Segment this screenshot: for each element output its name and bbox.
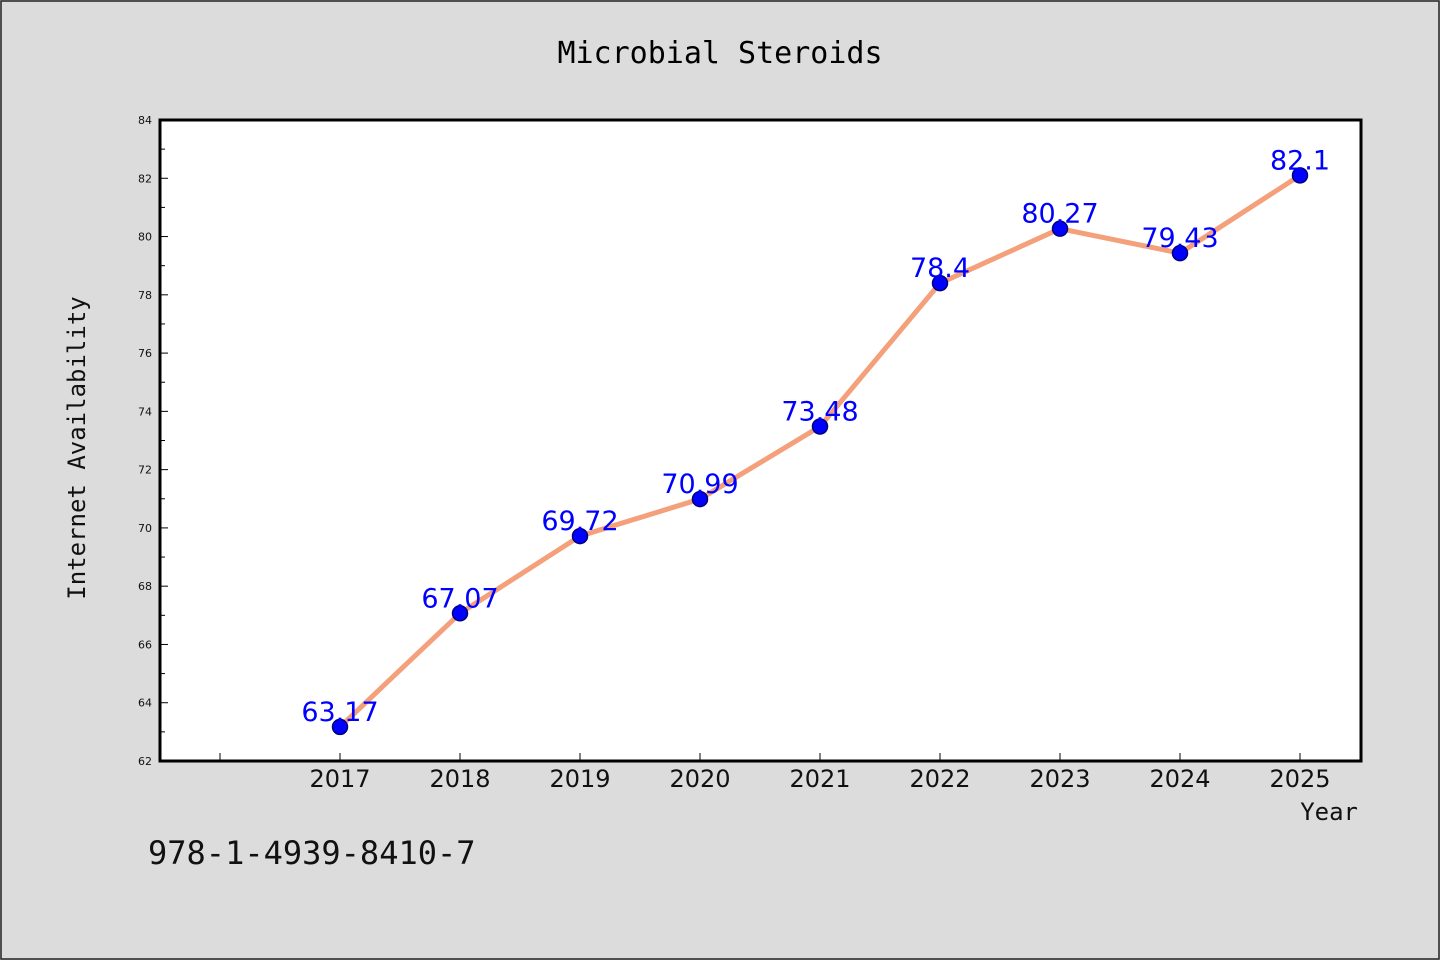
x-tick-label: 2017 [309,765,370,793]
y-tick-label: 80 [138,231,152,244]
x-tick-label: 2025 [1269,765,1330,793]
y-tick-label: 84 [138,114,152,127]
x-axis: 2017 2018 2019 2020 2021 2022 2023 2024 2025 [219,753,1331,793]
y-tick-label: 70 [138,522,152,535]
data-label: 78.4 [910,253,970,284]
data-label: 79.43 [1141,223,1218,254]
isbn-text: 978-1-4939-8410-7 [148,834,476,872]
x-axis-label: Year [1300,798,1358,826]
data-labels: 63.17 67.07 69.72 70.99 73.48 78.4 80.27 79.43 8… [301,145,1330,728]
data-point [691,490,709,508]
y-tick-label: 72 [138,464,152,477]
x-tick-label: 2023 [1029,765,1090,793]
data-label: 82.1 [1270,145,1330,176]
y-tick-label: 76 [138,347,152,360]
data-point [1051,220,1069,237]
data-label: 80.27 [1021,199,1098,230]
y-tick-label: 82 [138,172,152,185]
y-tick-label: 68 [138,580,152,593]
y-axis-label: Internet Availability [63,296,91,599]
y-tick-label: 66 [138,638,152,651]
data-label: 70.99 [661,469,738,500]
y-tick-label: 78 [138,289,152,302]
y-tick-label: 62 [138,755,152,768]
data-point [1171,244,1189,262]
series-layer [331,167,1309,736]
x-tick-label: 2021 [789,765,850,793]
x-tick-label: 2018 [429,765,490,793]
data-label: 67.07 [421,583,498,614]
chart-title: Microbial Steroids [557,36,882,71]
data-point [1291,167,1309,184]
data-point [571,527,589,545]
x-tick-label: 2022 [909,765,970,793]
data-point [331,718,349,736]
data-point [451,605,469,622]
x-tick-label: 2024 [1149,765,1210,793]
data-label: 69.72 [541,506,618,537]
data-point [811,418,829,435]
y-axis: 62 64 66 68 70 72 74 76 78 80 82 84 [138,114,168,768]
data-label: 73.48 [781,397,858,428]
data-label: 63.17 [301,697,378,728]
y-tick-label: 74 [138,405,152,418]
y-tick-label: 64 [138,697,152,710]
plot-area [158,118,1363,763]
data-point [931,274,949,292]
x-tick-label: 2020 [669,765,730,793]
x-tick-label: 2019 [549,765,610,793]
